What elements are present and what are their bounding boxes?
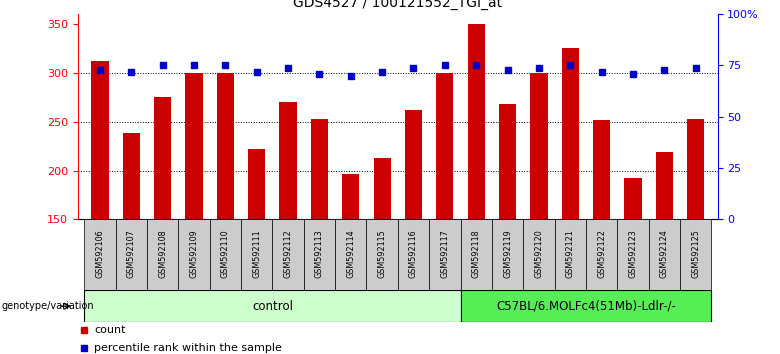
Text: GSM592116: GSM592116 <box>409 229 418 278</box>
Text: GSM592117: GSM592117 <box>441 229 449 278</box>
Bar <box>460 219 492 290</box>
Bar <box>555 219 586 290</box>
Text: GSM592108: GSM592108 <box>158 229 167 278</box>
Text: genotype/variation: genotype/variation <box>2 301 94 311</box>
Title: GDS4527 / 100121552_TGI_at: GDS4527 / 100121552_TGI_at <box>293 0 502 10</box>
Bar <box>84 219 115 290</box>
Text: GSM592114: GSM592114 <box>346 229 355 278</box>
Bar <box>210 219 241 290</box>
Bar <box>523 219 555 290</box>
Bar <box>147 219 179 290</box>
Bar <box>367 219 398 290</box>
Bar <box>562 48 579 219</box>
Text: GSM592109: GSM592109 <box>190 229 198 278</box>
Bar <box>335 219 367 290</box>
Bar <box>241 219 272 290</box>
Bar <box>492 219 523 290</box>
Bar <box>649 219 680 290</box>
Text: GSM592112: GSM592112 <box>284 229 292 278</box>
Bar <box>179 219 210 290</box>
Text: GSM592121: GSM592121 <box>566 229 575 278</box>
Bar <box>398 219 429 290</box>
Text: GSM592115: GSM592115 <box>378 229 387 278</box>
Text: GSM592120: GSM592120 <box>534 229 544 278</box>
Bar <box>303 219 335 290</box>
Bar <box>624 178 642 219</box>
Bar <box>586 219 617 290</box>
Bar <box>154 97 172 219</box>
Bar <box>122 133 140 219</box>
Bar <box>272 219 303 290</box>
Bar <box>248 149 265 219</box>
Text: GSM592113: GSM592113 <box>315 229 324 278</box>
Text: control: control <box>252 300 292 313</box>
Text: GSM592124: GSM592124 <box>660 229 668 278</box>
Bar <box>656 152 673 219</box>
Bar <box>217 73 234 219</box>
Bar <box>91 61 108 219</box>
Text: GSM592119: GSM592119 <box>503 229 512 278</box>
Bar <box>429 219 460 290</box>
Text: GSM592122: GSM592122 <box>597 229 606 278</box>
Bar <box>617 219 649 290</box>
Text: GSM592125: GSM592125 <box>691 229 700 278</box>
Bar <box>186 73 203 219</box>
Bar <box>374 158 391 219</box>
Text: percentile rank within the sample: percentile rank within the sample <box>94 343 282 353</box>
Text: GSM592107: GSM592107 <box>127 229 136 278</box>
Bar <box>530 73 548 219</box>
Bar <box>593 120 610 219</box>
Bar <box>687 119 704 219</box>
Bar <box>680 219 711 290</box>
Text: GSM592106: GSM592106 <box>95 229 105 278</box>
Bar <box>405 110 422 219</box>
Bar <box>460 290 711 322</box>
Bar <box>436 73 453 219</box>
Bar <box>342 173 360 219</box>
Text: count: count <box>94 325 126 335</box>
Bar <box>310 119 328 219</box>
Text: GSM592118: GSM592118 <box>472 229 480 278</box>
Bar <box>84 290 460 322</box>
Bar <box>279 102 296 219</box>
Text: GSM592123: GSM592123 <box>629 229 637 278</box>
Bar <box>467 24 485 219</box>
Text: GSM592110: GSM592110 <box>221 229 230 278</box>
Text: C57BL/6.MOLFc4(51Mb)-Ldlr-/-: C57BL/6.MOLFc4(51Mb)-Ldlr-/- <box>496 300 675 313</box>
Text: GSM592111: GSM592111 <box>252 229 261 278</box>
Bar <box>115 219 147 290</box>
Bar <box>499 104 516 219</box>
